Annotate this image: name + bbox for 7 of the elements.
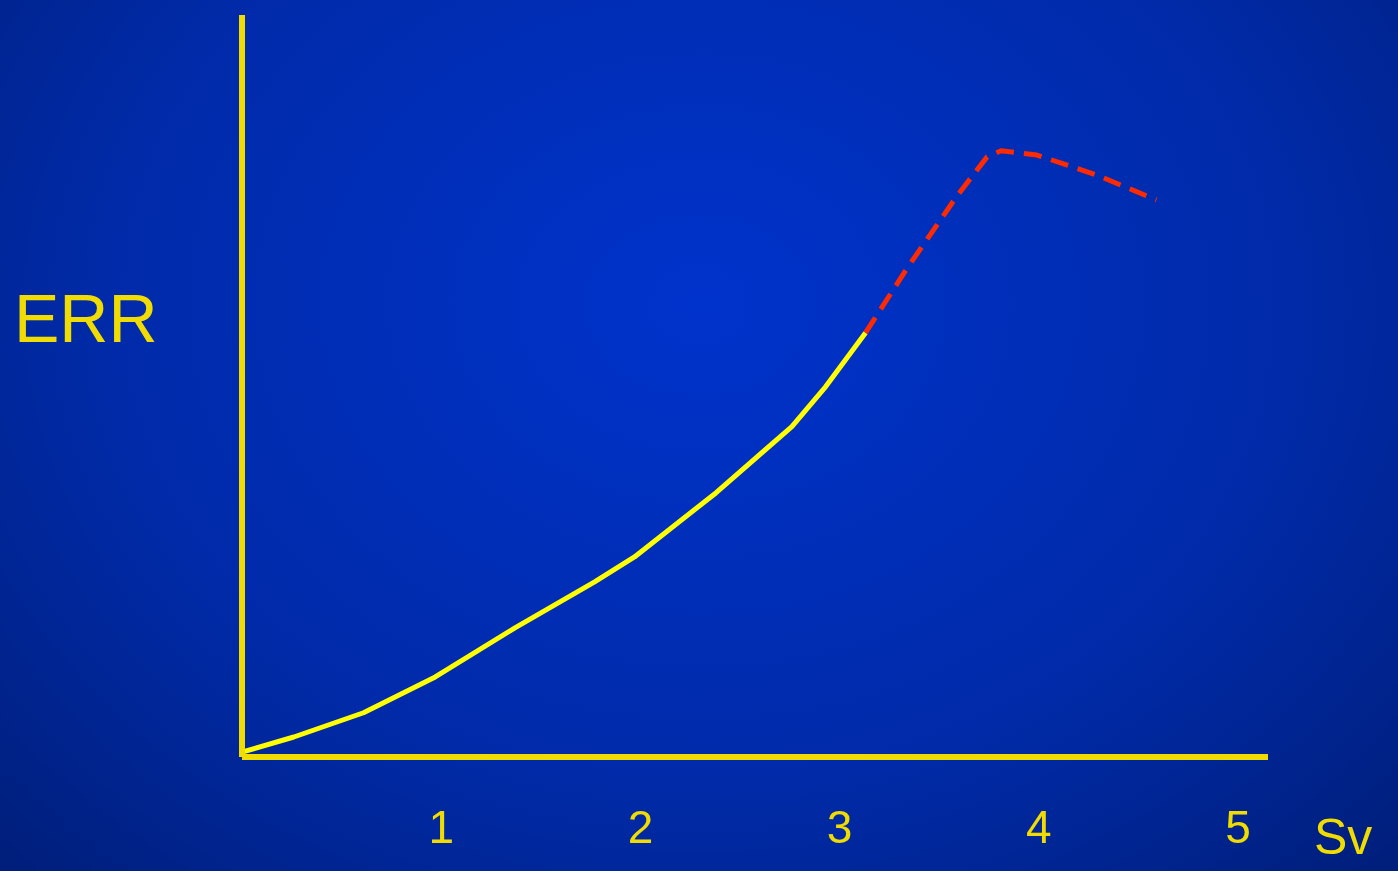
x-tick-label: 2: [627, 801, 654, 853]
x-tick-label: 5: [1225, 801, 1251, 853]
x-tick-label: 1: [428, 801, 455, 853]
x-tick-label: 4: [1026, 801, 1052, 853]
y-axis-title: ERR: [14, 280, 158, 356]
x-tick-label: 3: [826, 801, 853, 853]
x-axis-title: Sv: [1314, 809, 1373, 865]
